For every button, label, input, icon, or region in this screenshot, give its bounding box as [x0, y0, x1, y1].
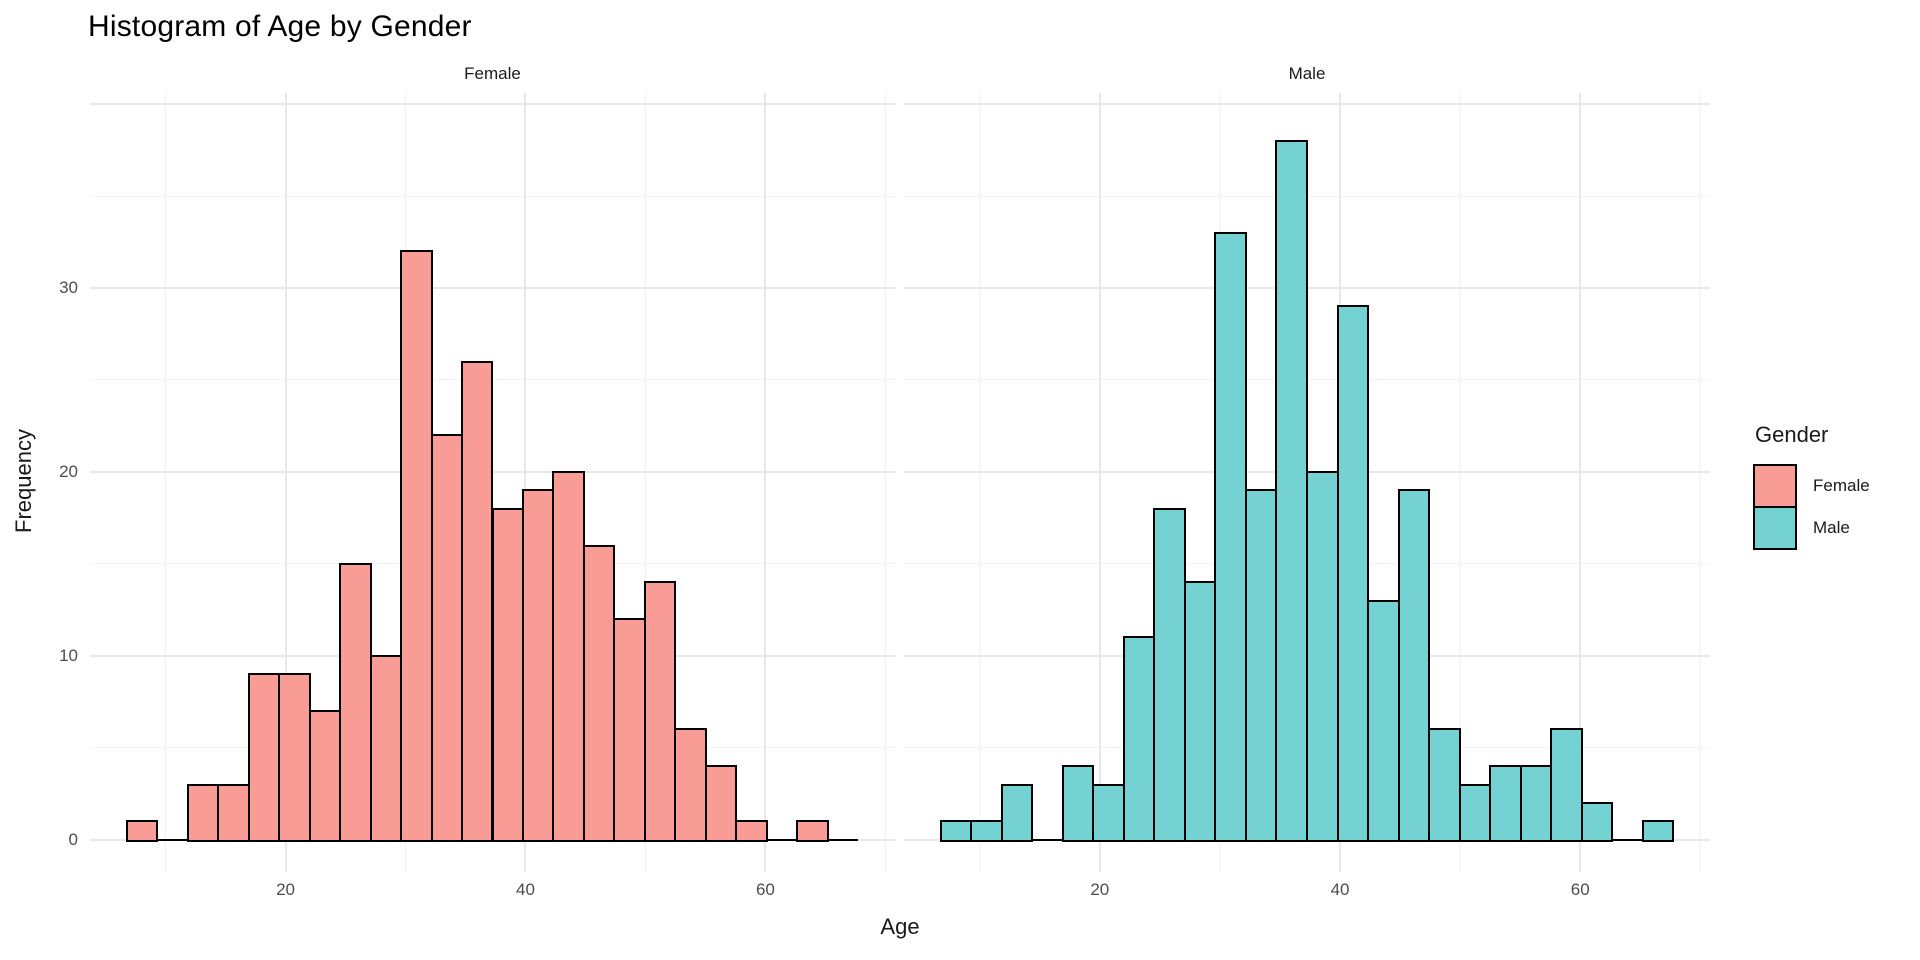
gridline-minor-v	[1699, 93, 1701, 872]
histogram-bar-female	[491, 507, 524, 842]
histogram-bar-male	[1000, 783, 1034, 842]
histogram-bar-male	[1061, 765, 1095, 842]
histogram-bar-female	[582, 544, 616, 842]
y-tick-label: 20	[59, 461, 78, 481]
histogram-bar-male	[1122, 636, 1156, 842]
plot-title: Histogram of Age by Gender	[88, 10, 472, 43]
histogram-bar-male	[1550, 728, 1583, 842]
legend-label-female: Female	[1813, 476, 1870, 495]
female-swatch	[1753, 464, 1797, 508]
histogram-bar-male	[1214, 231, 1247, 842]
histogram-bar-female	[796, 820, 829, 842]
histogram-bar-female	[461, 360, 494, 842]
gridline-major-v	[764, 93, 767, 872]
legend-entry-female: Female	[1753, 464, 1919, 508]
histogram-bar-female	[735, 820, 768, 842]
x-tick-label: 20	[276, 880, 296, 899]
histogram-bar-female	[613, 618, 646, 842]
facet-strip-male: Male	[1288, 64, 1326, 83]
histogram-bar-male	[1367, 599, 1400, 842]
histogram-bar-female	[430, 434, 463, 842]
histogram-bar-male	[1275, 139, 1308, 842]
histogram-bar-male	[1641, 820, 1675, 842]
y-tick-label: 10	[59, 645, 78, 665]
x-axis-title: Age	[880, 914, 920, 939]
histogram-bar-male	[1183, 581, 1217, 842]
x-tick-label: 60	[1570, 880, 1590, 899]
legend-label-male: Male	[1813, 518, 1850, 537]
x-tick-label: 60	[755, 880, 775, 899]
gridline-minor-v	[1459, 93, 1461, 872]
facet-strip-female: Female	[464, 64, 521, 83]
histogram-bar-female	[125, 820, 159, 842]
histogram-bar-female	[278, 673, 311, 842]
male-swatch	[1753, 506, 1797, 550]
histogram-bar-male	[939, 820, 973, 842]
histogram-bar-female	[552, 470, 585, 842]
gridline-major-v	[524, 93, 527, 872]
histogram-bar-female	[643, 581, 677, 842]
y-tick-label: 0	[68, 829, 78, 849]
legend-entry-male: Male	[1753, 506, 1919, 550]
panel-female	[90, 93, 895, 872]
histogram-bar-female	[400, 250, 433, 842]
histogram-bar-male	[1519, 765, 1553, 842]
histogram-bar-male	[1458, 783, 1492, 842]
histogram-bar-male	[1244, 489, 1278, 842]
panel-male	[904, 93, 1710, 872]
gridline-major-v	[1098, 93, 1101, 872]
gridline-major-h	[90, 286, 895, 289]
histogram-bar-female	[521, 489, 555, 842]
histogram-bar-female	[339, 562, 372, 842]
gridline-minor-h	[90, 195, 895, 197]
histogram-bar-male	[1092, 783, 1125, 842]
gridline-minor-v	[644, 93, 646, 872]
histogram-bar-male	[1153, 507, 1186, 842]
histogram-bar-female	[217, 783, 250, 842]
gridline-major-v	[1579, 93, 1582, 872]
histogram-bar-male	[1397, 489, 1431, 842]
histogram-bar-female	[308, 710, 342, 842]
x-tick-label: 40	[1330, 880, 1350, 899]
histogram-bar-female	[186, 783, 220, 842]
gridline-major-v	[284, 93, 287, 872]
histogram-bar-male	[970, 820, 1003, 842]
legend-title: Gender	[1755, 422, 1829, 447]
x-tick-label: 40	[516, 880, 535, 899]
gridline-minor-v	[884, 93, 886, 872]
histogram-bar-female	[369, 654, 403, 842]
y-tick-label: 30	[59, 277, 78, 297]
gridline-major-h	[90, 103, 895, 106]
histogram-bar-male	[1428, 728, 1461, 842]
histogram-bar-female	[247, 673, 281, 842]
histogram-bar-male	[1580, 802, 1614, 842]
histogram-bar-male	[1306, 470, 1339, 842]
histogram-bar-female	[674, 728, 707, 842]
gridline-minor-v	[165, 93, 167, 872]
histogram-bar-male	[1489, 765, 1522, 842]
x-tick-label: 20	[1090, 880, 1110, 899]
histogram-bar-male	[1336, 305, 1370, 842]
histogram-bar-female	[704, 765, 738, 842]
y-axis-title: Frequency	[11, 429, 36, 533]
gridline-major-h	[904, 103, 1710, 106]
gridline-minor-v	[979, 93, 981, 872]
legend: Gender Female Male	[1753, 422, 1919, 550]
